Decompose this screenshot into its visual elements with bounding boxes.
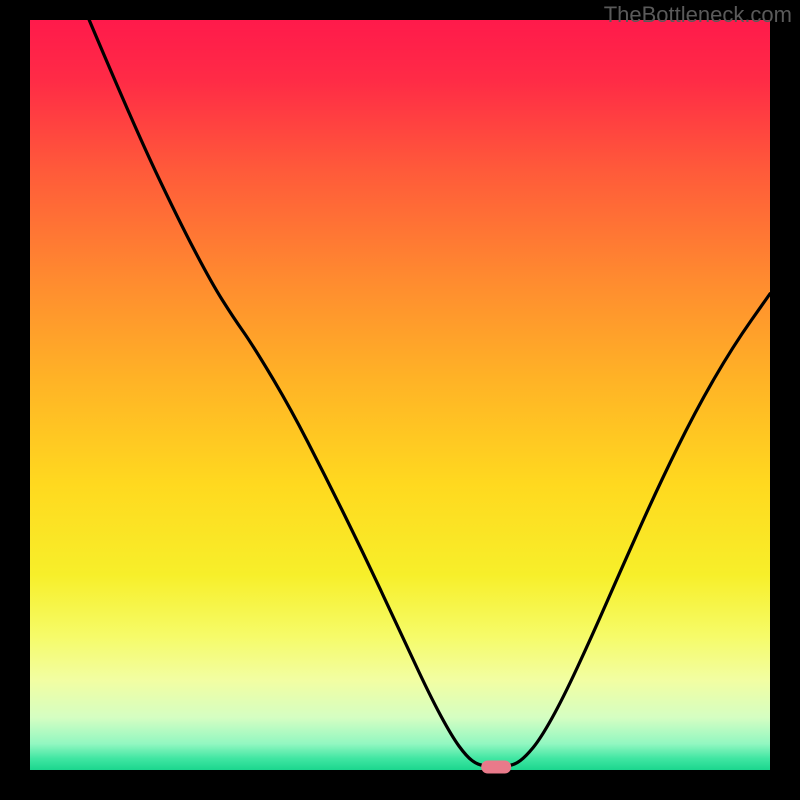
- bottleneck-chart: [0, 0, 800, 800]
- attribution-text: TheBottleneck.com: [604, 2, 792, 28]
- chart-gradient-area: [30, 20, 770, 770]
- chart-stage: TheBottleneck.com: [0, 0, 800, 800]
- optimal-marker: [481, 761, 511, 774]
